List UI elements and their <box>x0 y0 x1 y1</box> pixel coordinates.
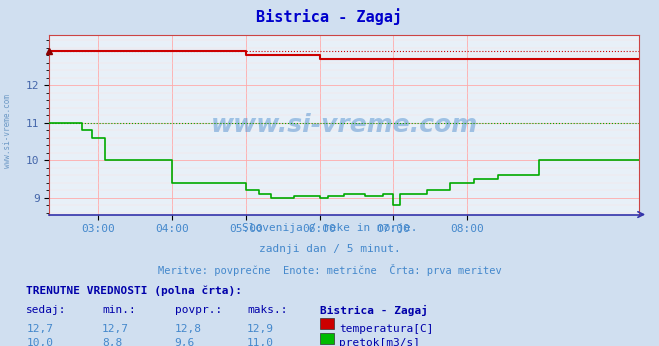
Text: pretok[m3/s]: pretok[m3/s] <box>339 338 420 346</box>
Text: temperatura[C]: temperatura[C] <box>339 324 434 334</box>
Text: povpr.:: povpr.: <box>175 305 222 315</box>
Text: Bistrica - Zagaj: Bistrica - Zagaj <box>256 9 403 26</box>
Text: Meritve: povprečne  Enote: metrične  Črta: prva meritev: Meritve: povprečne Enote: metrične Črta:… <box>158 264 501 276</box>
Text: maks.:: maks.: <box>247 305 287 315</box>
Text: TRENUTNE VREDNOSTI (polna črta):: TRENUTNE VREDNOSTI (polna črta): <box>26 285 243 296</box>
Text: Slovenija / reke in morje.: Slovenija / reke in morje. <box>242 223 417 233</box>
Text: 12,7: 12,7 <box>26 324 53 334</box>
Text: 12,9: 12,9 <box>247 324 274 334</box>
Text: 9,6: 9,6 <box>175 338 195 346</box>
Text: www.si-vreme.com: www.si-vreme.com <box>211 112 478 137</box>
Text: min.:: min.: <box>102 305 136 315</box>
Text: sedaj:: sedaj: <box>26 305 67 315</box>
Text: 12,7: 12,7 <box>102 324 129 334</box>
Text: 12,8: 12,8 <box>175 324 202 334</box>
Text: 8,8: 8,8 <box>102 338 123 346</box>
Text: zadnji dan / 5 minut.: zadnji dan / 5 minut. <box>258 244 401 254</box>
Text: Bistrica - Zagaj: Bistrica - Zagaj <box>320 305 428 316</box>
Text: www.si-vreme.com: www.si-vreme.com <box>3 94 13 169</box>
Text: 10,0: 10,0 <box>26 338 53 346</box>
Text: 11,0: 11,0 <box>247 338 274 346</box>
